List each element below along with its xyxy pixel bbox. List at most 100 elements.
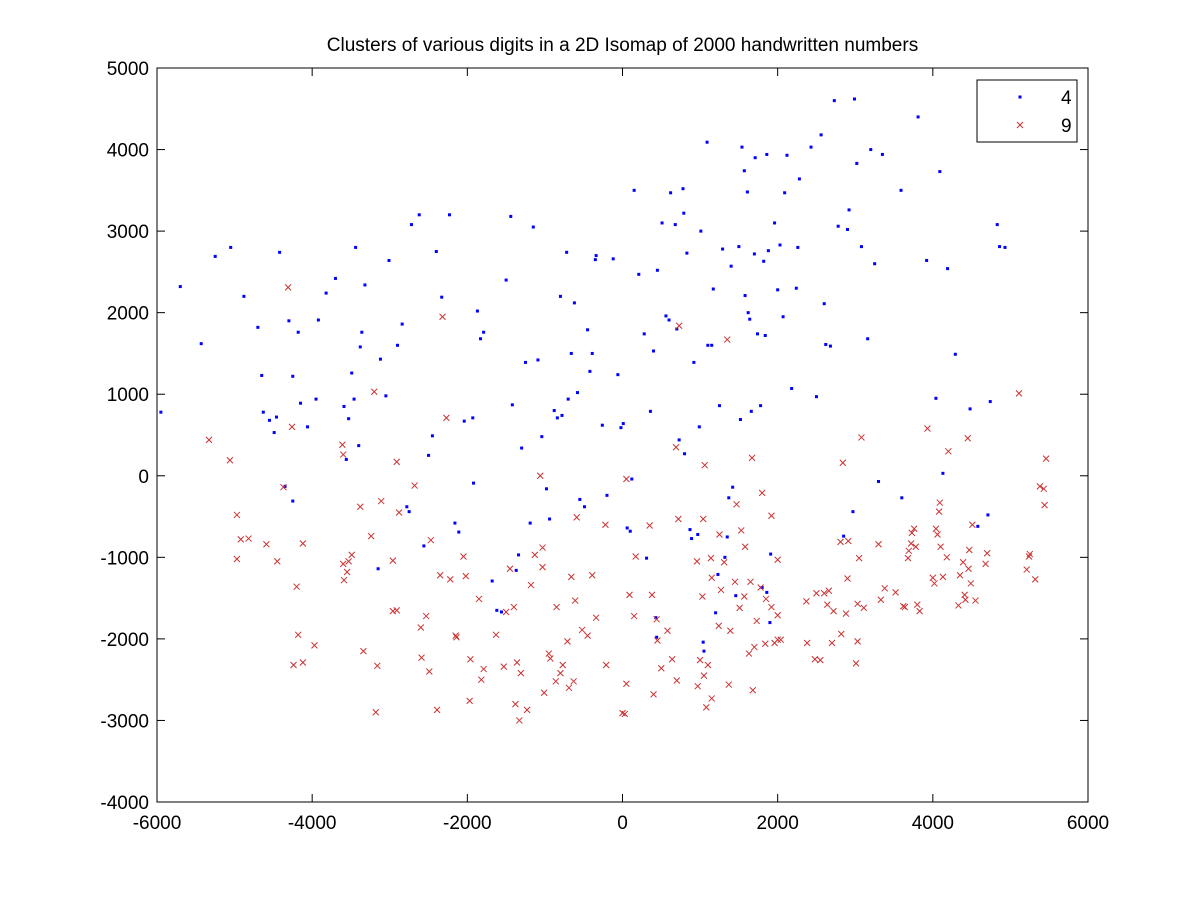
point-dot-marker bbox=[531, 225, 535, 229]
point-x-marker-stroke bbox=[972, 597, 979, 604]
point-x-marker-stroke bbox=[699, 593, 706, 600]
point-dot-marker bbox=[520, 446, 524, 450]
point-x-marker-stroke bbox=[592, 614, 600, 622]
point-dot-marker bbox=[453, 521, 457, 525]
point-x-marker-stroke bbox=[733, 500, 740, 508]
point-x-marker bbox=[564, 637, 571, 645]
point-dot-marker bbox=[717, 404, 721, 408]
point-x-marker-stroke bbox=[702, 704, 710, 711]
point-dot-marker bbox=[729, 264, 733, 268]
point-dot-marker bbox=[447, 213, 451, 217]
point-x-marker bbox=[646, 522, 654, 529]
point-x-marker-stroke bbox=[931, 580, 938, 587]
x-tick-label: -6000 bbox=[133, 813, 182, 834]
point-dot-marker bbox=[517, 553, 521, 557]
point-dot-marker bbox=[509, 214, 513, 218]
point-dot-marker bbox=[632, 188, 636, 192]
point-x-marker bbox=[293, 583, 301, 591]
point-dot-marker bbox=[594, 254, 598, 258]
point-x-marker-stroke bbox=[852, 660, 860, 667]
point-x-marker bbox=[892, 589, 899, 596]
point-dot-marker bbox=[229, 245, 233, 249]
point-dot-marker bbox=[749, 409, 753, 413]
point-x-marker bbox=[299, 540, 307, 547]
point-x-marker-stroke bbox=[693, 558, 701, 565]
point-dot-marker bbox=[471, 416, 475, 420]
point-x-marker-stroke bbox=[462, 572, 470, 580]
point-x-marker bbox=[672, 443, 680, 451]
point-dot-marker bbox=[593, 258, 597, 262]
point-x-marker bbox=[356, 503, 364, 511]
point-dot-marker bbox=[648, 409, 652, 413]
point-x-marker bbox=[452, 632, 460, 639]
point-x-marker bbox=[433, 706, 441, 714]
point-x-marker bbox=[571, 597, 579, 604]
point-dot-marker bbox=[836, 224, 840, 228]
point-dot-marker bbox=[697, 425, 701, 429]
point-x-marker-stroke bbox=[373, 662, 381, 670]
point-x-marker-stroke bbox=[367, 532, 375, 540]
point-x-marker bbox=[393, 458, 401, 466]
point-x-marker-stroke bbox=[959, 558, 967, 566]
point-x-marker bbox=[553, 603, 560, 611]
point-x-marker bbox=[339, 560, 347, 568]
point-dot-marker bbox=[396, 343, 400, 347]
point-dot-marker bbox=[605, 493, 609, 497]
point-x-marker-stroke bbox=[716, 531, 723, 538]
point-dot-marker bbox=[178, 285, 182, 289]
point-x-marker-stroke bbox=[736, 604, 744, 612]
point-x-marker bbox=[284, 284, 292, 291]
point-x-marker bbox=[205, 436, 213, 444]
point-dot-marker bbox=[457, 530, 461, 534]
point-x-marker bbox=[502, 608, 510, 616]
point-dot-marker bbox=[941, 471, 945, 475]
point-x-marker bbox=[877, 596, 885, 604]
point-x-marker-stroke bbox=[510, 603, 518, 611]
point-x-marker-stroke bbox=[910, 525, 918, 533]
point-x-marker bbox=[466, 697, 474, 705]
y-tick-label: 3000 bbox=[107, 222, 149, 243]
point-dot-marker bbox=[405, 505, 409, 509]
point-x-marker-stroke bbox=[811, 655, 819, 663]
point-x-marker-stroke bbox=[284, 284, 292, 291]
point-x-marker-stroke bbox=[657, 664, 665, 672]
point-x-marker bbox=[854, 600, 861, 608]
point-x-marker-stroke bbox=[913, 601, 921, 608]
point-dot-marker bbox=[376, 567, 380, 571]
point-x-marker-stroke bbox=[559, 661, 567, 669]
point-x-marker-stroke bbox=[339, 441, 346, 449]
point-dot-marker bbox=[619, 426, 623, 430]
point-dot-marker bbox=[828, 344, 832, 348]
point-dot-marker bbox=[572, 301, 576, 305]
x-tick-label: -2000 bbox=[443, 813, 492, 834]
point-dot-marker bbox=[342, 404, 346, 408]
point-x-marker-stroke bbox=[720, 558, 728, 566]
point-x-marker bbox=[552, 677, 560, 685]
point-dot-marker bbox=[783, 191, 787, 195]
point-x-marker-stroke bbox=[654, 637, 661, 644]
point-x-marker bbox=[929, 574, 937, 582]
point-x-marker-stroke bbox=[901, 603, 909, 611]
point-x-marker bbox=[539, 563, 546, 571]
point-x-marker bbox=[860, 604, 868, 612]
point-x-marker bbox=[565, 684, 573, 692]
point-x-marker-stroke bbox=[844, 537, 852, 545]
point-x-marker-stroke bbox=[936, 499, 944, 507]
point-x-marker-stroke bbox=[467, 655, 474, 663]
point-x-marker-stroke bbox=[427, 536, 435, 544]
point-dot-marker bbox=[727, 496, 731, 500]
point-x-marker-stroke bbox=[708, 695, 716, 702]
point-x-marker-stroke bbox=[715, 622, 723, 630]
point-x-marker-stroke bbox=[762, 595, 770, 603]
point-dot-marker bbox=[877, 479, 881, 483]
point-x-marker-stroke bbox=[531, 551, 539, 559]
point-x-marker bbox=[842, 610, 850, 617]
point-x-marker-stroke bbox=[737, 527, 745, 534]
point-dot-marker bbox=[832, 99, 836, 103]
point-dot-marker bbox=[291, 374, 295, 378]
point-dot-marker bbox=[384, 394, 388, 398]
point-dot-marker bbox=[746, 311, 750, 315]
point-x-marker bbox=[673, 677, 681, 684]
point-x-marker bbox=[700, 672, 708, 679]
point-x-marker bbox=[736, 604, 744, 612]
